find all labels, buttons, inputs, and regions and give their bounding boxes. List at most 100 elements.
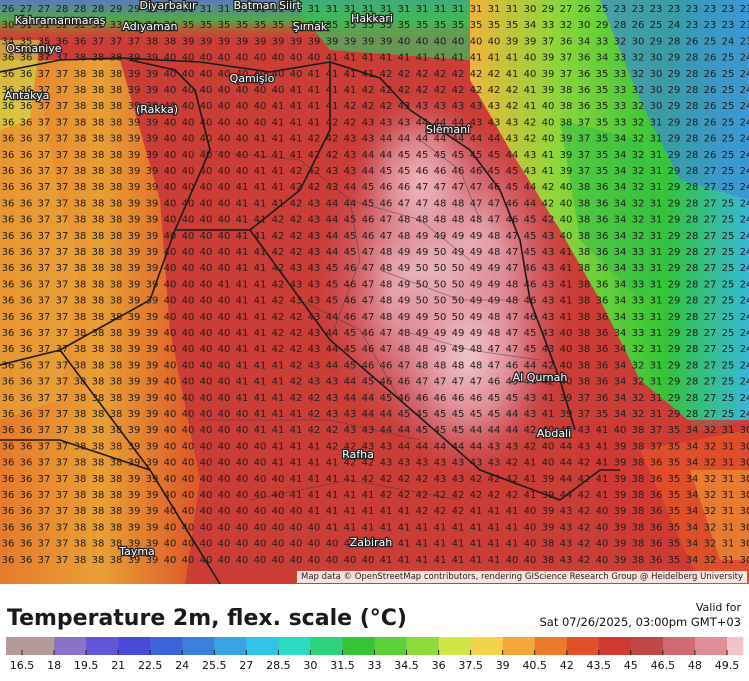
grid-temperature-value: 38: [632, 441, 645, 452]
scale-tick-label: 48: [687, 659, 702, 672]
grid-temperature-value: 39: [560, 166, 573, 177]
grid-temperature-value: 48: [380, 296, 393, 307]
grid-temperature-value: 35: [290, 20, 303, 31]
grid-temperature-value: 29: [668, 328, 681, 339]
grid-temperature-value: 35: [398, 20, 411, 31]
grid-temperature-value: 42: [290, 360, 303, 371]
grid-temperature-value: 37: [56, 360, 69, 371]
grid-temperature-value: 40: [200, 409, 213, 420]
grid-temperature-value: 36: [596, 360, 609, 371]
grid-temperature-value: 38: [92, 490, 105, 501]
grid-temperature-value: 41: [254, 328, 267, 339]
place-label: Zabirah: [350, 536, 393, 549]
grid-temperature-value: 38: [92, 344, 105, 355]
grid-temperature-value: 39: [542, 474, 555, 485]
grid-temperature-value: 35: [668, 458, 681, 469]
grid-temperature-value: 47: [362, 296, 375, 307]
place-label: Qamişlo: [230, 72, 275, 85]
grid-temperature-value: 40: [164, 85, 177, 96]
grid-temperature-value: 39: [146, 344, 159, 355]
grid-temperature-value: 37: [56, 263, 69, 274]
grid-temperature-value: 28: [686, 198, 699, 209]
grid-temperature-value: 49: [470, 328, 483, 339]
grid-temperature-value: 43: [308, 247, 321, 258]
grid-temperature-value: 38: [110, 69, 123, 80]
grid-temperature-value: 27: [704, 393, 717, 404]
grid-temperature-value: 41: [380, 53, 393, 64]
grid-temperature-value: 38: [74, 279, 87, 290]
grid-temperature-value: 26: [704, 117, 717, 128]
grid-temperature-value: 38: [92, 522, 105, 533]
grid-temperature-value: 43: [362, 117, 375, 128]
grid-temperature-value: 40: [542, 101, 555, 112]
grid-temperature-value: 48: [488, 231, 501, 242]
grid-temperature-value: 36: [596, 344, 609, 355]
grid-temperature-value: 40: [614, 425, 627, 436]
grid-temperature-value: 37: [56, 425, 69, 436]
grid-temperature-value: 37: [38, 393, 51, 404]
grid-temperature-value: 50: [416, 263, 429, 274]
grid-temperature-value: 39: [146, 360, 159, 371]
grid-temperature-value: 40: [236, 85, 249, 96]
grid-temperature-value: 24: [740, 117, 749, 128]
grid-temperature-value: 38: [92, 53, 105, 64]
grid-temperature-value: 41: [506, 53, 519, 64]
grid-temperature-value: 47: [488, 215, 501, 226]
grid-temperature-value: 48: [506, 279, 519, 290]
grid-temperature-value: 40: [182, 231, 195, 242]
grid-temperature-value: 39: [128, 263, 141, 274]
grid-temperature-value: 34: [614, 328, 627, 339]
grid-temperature-value: 42: [380, 490, 393, 501]
grid-temperature-value: 35: [272, 20, 285, 31]
grid-temperature-value: 45: [326, 263, 339, 274]
scale-swatch: [694, 637, 712, 655]
grid-temperature-value: 24: [740, 377, 749, 388]
grid-temperature-value: 27: [704, 312, 717, 323]
grid-temperature-value: 49: [452, 247, 465, 258]
grid-temperature-value: 41: [308, 506, 321, 517]
grid-temperature-value: 31: [650, 134, 663, 145]
place-label: Osmaniye: [6, 42, 61, 55]
grid-temperature-value: 34: [686, 490, 699, 501]
grid-temperature-value: 26: [704, 69, 717, 80]
grid-temperature-value: 44: [506, 409, 519, 420]
grid-temperature-value: 38: [632, 425, 645, 436]
grid-temperature-value: 40: [164, 344, 177, 355]
grid-temperature-value: 33: [632, 263, 645, 274]
grid-temperature-value: 42: [416, 506, 429, 517]
grid-temperature-value: 34: [614, 377, 627, 388]
grid-temperature-value: 36: [20, 296, 33, 307]
grid-temperature-value: 28: [686, 296, 699, 307]
grid-temperature-value: 38: [110, 279, 123, 290]
grid-temperature-value: 40: [272, 506, 285, 517]
grid-temperature-value: 34: [614, 231, 627, 242]
grid-temperature-value: 40: [182, 69, 195, 80]
grid-temperature-value: 34: [164, 20, 177, 31]
grid-temperature-value: 40: [182, 490, 195, 501]
grid-temperature-value: 31: [398, 4, 411, 15]
grid-temperature-value: 45: [452, 409, 465, 420]
grid-temperature-value: 32: [704, 425, 717, 436]
grid-temperature-value: 38: [74, 441, 87, 452]
grid-temperature-value: 34: [2, 36, 15, 47]
grid-temperature-value: 36: [596, 328, 609, 339]
grid-temperature-value: 40: [542, 425, 555, 436]
grid-temperature-value: 36: [2, 328, 15, 339]
grid-temperature-value: 39: [380, 36, 393, 47]
grid-temperature-value: 27: [38, 4, 51, 15]
grid-temperature-value: 31: [722, 555, 735, 566]
grid-temperature-value: 43: [326, 409, 339, 420]
grid-temperature-value: 41: [308, 69, 321, 80]
grid-temperature-value: 38: [74, 53, 87, 64]
temperature-map[interactable]: 26 27 27 28 28 28 29 29 30 30 31 31 31 31 31 31 31 31 31 31…: [0, 0, 749, 584]
grid-temperature-value: 38: [74, 85, 87, 96]
grid-temperature-value: 47: [398, 198, 411, 209]
grid-temperature-value: 31: [272, 4, 285, 15]
grid-temperature-value: 37: [38, 279, 51, 290]
grid-temperature-value: 40: [290, 69, 303, 80]
grid-temperature-value: 50: [452, 312, 465, 323]
grid-temperature-value: 43: [524, 166, 537, 177]
grid-temperature-value: 28: [74, 4, 87, 15]
grid-temperature-value: 27: [704, 215, 717, 226]
grid-temperature-value: 25: [722, 393, 735, 404]
